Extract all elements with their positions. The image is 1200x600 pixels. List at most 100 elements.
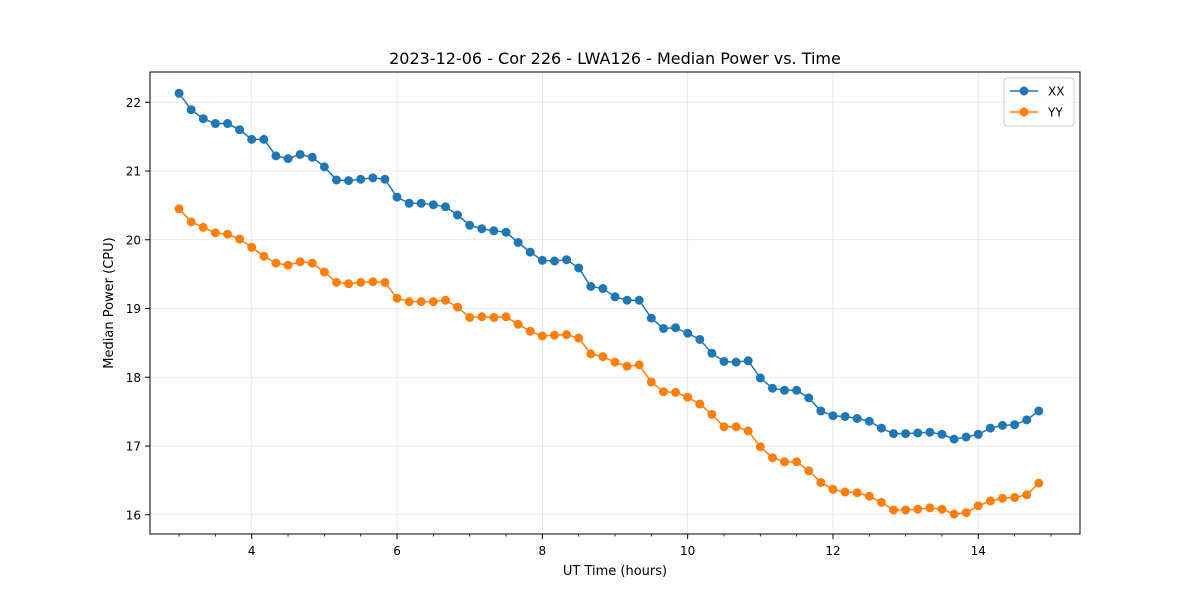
data-point-xx	[671, 323, 681, 333]
data-point-yy	[404, 297, 414, 307]
data-point-yy	[332, 277, 342, 287]
data-point-xx	[949, 434, 959, 444]
data-point-yy	[247, 242, 257, 252]
data-point-xx	[586, 282, 596, 291]
data-point-yy	[913, 504, 923, 514]
x-tick-label: 8	[539, 544, 547, 558]
data-point-yy	[368, 277, 378, 287]
data-point-yy	[997, 493, 1007, 503]
data-point-yy	[634, 360, 644, 370]
data-point-xx	[646, 313, 656, 323]
legend-marker-xx	[1019, 86, 1029, 96]
data-point-yy	[683, 392, 693, 402]
grid	[150, 72, 1080, 534]
legend-marker-yy	[1019, 107, 1029, 117]
data-point-xx	[453, 210, 463, 220]
data-point-yy	[973, 501, 983, 511]
data-point-xx	[731, 357, 741, 367]
data-point-xx	[961, 432, 971, 442]
x-tick-label: 4	[248, 544, 256, 558]
data-point-yy	[695, 399, 705, 409]
data-point-yy	[985, 496, 995, 506]
data-point-xx	[925, 427, 935, 437]
data-point-xx	[743, 356, 753, 366]
series-line-yy	[178, 208, 1040, 515]
data-point-xx	[876, 423, 886, 433]
data-point-yy	[1010, 493, 1020, 503]
data-point-yy	[307, 258, 317, 268]
x-tick-label: 12	[825, 544, 840, 558]
data-point-yy	[804, 466, 814, 476]
x-tick-label: 14	[971, 544, 986, 558]
data-point-yy	[755, 442, 765, 452]
data-point-yy	[344, 279, 354, 289]
data-point-yy	[816, 477, 826, 487]
data-point-xx	[307, 152, 317, 162]
data-point-yy	[537, 331, 547, 341]
data-point-yy	[392, 293, 402, 303]
y-tick-label: 21	[126, 165, 141, 179]
data-point-xx	[888, 429, 898, 439]
data-point-yy	[1034, 478, 1044, 488]
data-point-yy	[210, 228, 220, 238]
data-point-xx	[574, 263, 584, 273]
data-point-yy	[780, 457, 790, 467]
data-point-xx	[210, 119, 220, 129]
data-point-xx	[562, 255, 572, 265]
data-point-xx	[404, 198, 414, 208]
data-point-yy	[465, 312, 475, 322]
y-tick-label: 16	[126, 508, 141, 522]
data-point-yy	[416, 297, 426, 307]
data-point-yy	[501, 312, 511, 322]
data-point-xx	[259, 134, 269, 144]
data-point-xx	[247, 134, 257, 144]
data-point-yy	[574, 333, 584, 343]
data-point-xx	[658, 323, 668, 333]
data-point-yy	[828, 484, 838, 494]
data-point-xx	[634, 295, 644, 305]
data-point-xx	[973, 429, 983, 439]
data-point-yy	[186, 217, 196, 227]
data-point-yy	[380, 277, 390, 287]
data-point-yy	[1022, 490, 1032, 500]
y-tick-label: 22	[126, 96, 141, 110]
data-point-yy	[743, 426, 753, 436]
data-point-yy	[525, 326, 535, 336]
y-tick-label: 19	[126, 302, 141, 316]
data-point-xx	[223, 119, 233, 129]
data-point-xx	[792, 385, 802, 395]
data-point-yy	[295, 257, 305, 267]
data-point-xx	[913, 428, 923, 438]
data-point-xx	[513, 238, 523, 247]
data-point-xx	[985, 423, 995, 433]
data-point-yy	[235, 234, 245, 244]
data-point-yy	[658, 387, 668, 397]
data-point-yy	[671, 387, 681, 397]
data-point-xx	[1034, 406, 1044, 416]
data-point-xx	[1010, 420, 1020, 430]
data-point-xx	[997, 420, 1007, 430]
data-point-xx	[804, 393, 814, 403]
data-point-yy	[852, 488, 862, 498]
series-line-xx	[178, 92, 1040, 440]
data-point-yy	[840, 487, 850, 497]
data-point-yy	[707, 409, 717, 419]
data-point-yy	[876, 497, 886, 507]
data-point-xx	[271, 151, 281, 161]
data-point-xx	[525, 247, 535, 257]
data-point-yy	[549, 330, 559, 340]
data-point-xx	[755, 373, 765, 383]
data-point-xx	[198, 114, 208, 124]
data-point-yy	[961, 508, 971, 518]
data-point-xx	[852, 414, 862, 423]
data-point-xx	[174, 88, 184, 98]
data-point-xx	[428, 200, 438, 210]
data-point-xx	[828, 411, 838, 421]
series-layer	[174, 88, 1044, 519]
data-point-yy	[477, 312, 487, 322]
data-point-xx	[707, 348, 717, 358]
data-point-yy	[356, 277, 366, 287]
data-point-xx	[235, 125, 245, 135]
data-point-yy	[198, 222, 208, 232]
